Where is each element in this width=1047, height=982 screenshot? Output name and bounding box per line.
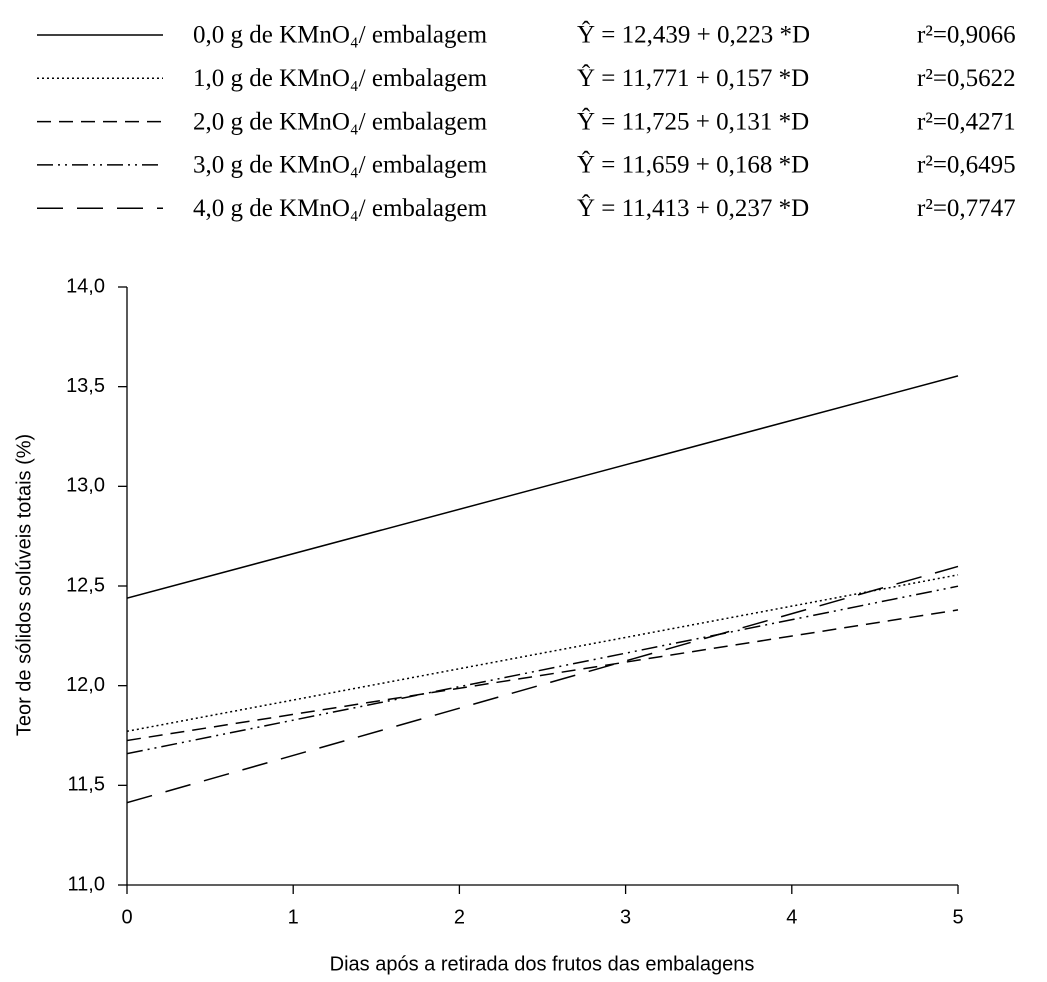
y-axis-title: Teor de sólidos solúveis totais (%)	[13, 434, 35, 736]
series-line	[126, 609, 959, 742]
legend-equation: Ŷ = 11,725 + 0,131 *D	[577, 107, 809, 135]
legend-label: 0,0 g de KMnO₄/ embalagem	[193, 22, 488, 49]
y-tick-label: 12,0	[66, 674, 105, 696]
y-tick-label: 11,5	[68, 774, 105, 796]
series-line	[126, 574, 959, 733]
legend-equation: Ŷ = 11,659 + 0,168 *D	[577, 151, 809, 179]
x-tick-label: 5	[952, 906, 963, 928]
series-line	[126, 375, 959, 599]
legend-equation: Ŷ = 11,413 + 0,237 *D	[577, 194, 809, 222]
x-tick-label: 4	[786, 906, 797, 928]
series-line	[126, 585, 959, 755]
legend-r2: r²=0,5622	[917, 65, 1016, 92]
x-axis-title: Dias após a retirada dos frutos das emba…	[330, 953, 755, 975]
y-tick-label: 11,0	[68, 873, 105, 895]
x-tick-label: 1	[288, 906, 299, 928]
y-tick-label: 13,5	[66, 375, 105, 397]
y-tick-label: 12,5	[66, 574, 105, 596]
y-tick-label: 14,0	[66, 275, 105, 297]
legend-r2: r²=0,6495	[917, 152, 1016, 179]
legend-r2: r²=0,7747	[917, 195, 1016, 222]
y-tick-label: 13,0	[66, 475, 105, 497]
legend-label: 1,0 g de KMnO₄/ embalagem	[193, 65, 488, 92]
x-tick-label: 0	[121, 906, 132, 928]
legend-r2: r²=0,9066	[917, 22, 1016, 49]
legend-r2: r²=0,4271	[917, 108, 1016, 135]
legend-label: 3,0 g de KMnO₄/ embalagem	[193, 152, 488, 179]
legend-equation: Ŷ = 12,439 + 0,223 *D	[577, 21, 810, 49]
legend-equation: Ŷ = 11,771 + 0,157 *D	[577, 64, 809, 92]
x-tick-label: 2	[454, 906, 465, 928]
series-line	[126, 565, 959, 804]
x-tick-label: 3	[620, 906, 631, 928]
legend-label: 2,0 g de KMnO₄/ embalagem	[193, 108, 488, 135]
legend-label: 4,0 g de KMnO₄/ embalagem	[193, 195, 488, 222]
